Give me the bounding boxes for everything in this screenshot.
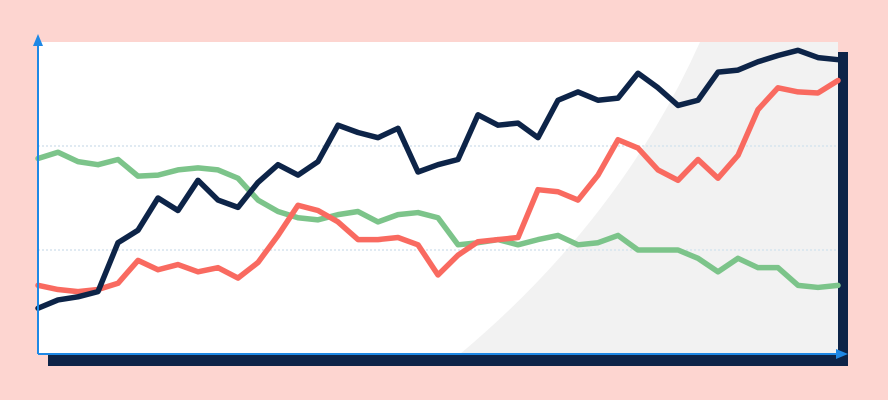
series-line <box>35 149 841 291</box>
grid <box>38 145 838 251</box>
shade <box>460 42 838 354</box>
y-arrow <box>33 34 43 46</box>
x-arrow <box>836 349 848 359</box>
series-line <box>35 47 841 311</box>
lines <box>35 47 841 311</box>
series-line <box>35 77 841 295</box>
